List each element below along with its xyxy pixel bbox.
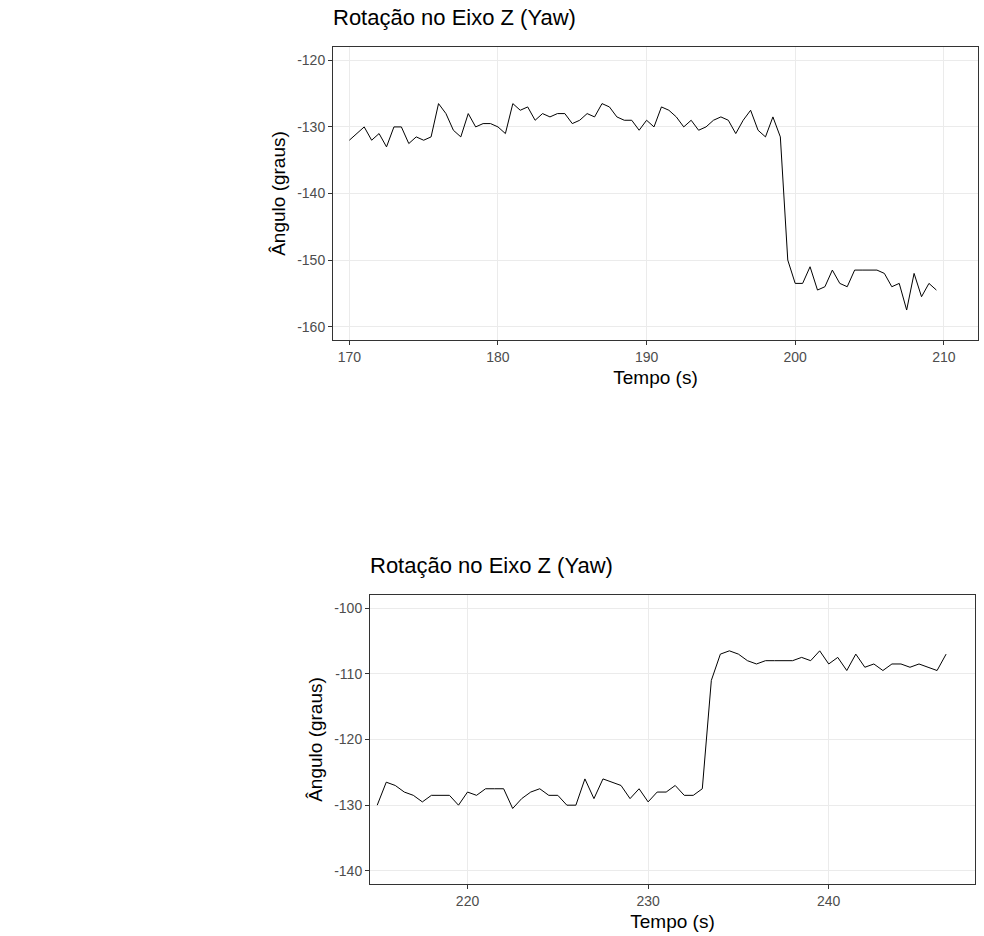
svg-text:Tempo (s): Tempo (s) xyxy=(613,367,697,388)
svg-text:-130: -130 xyxy=(297,119,325,135)
svg-text:Rotação no Eixo Z (Yaw): Rotação no Eixo Z (Yaw) xyxy=(370,553,613,578)
svg-text:-120: -120 xyxy=(297,52,325,68)
svg-text:Ângulo (graus): Ângulo (graus) xyxy=(268,131,289,256)
svg-text:-160: -160 xyxy=(297,319,325,335)
svg-text:-150: -150 xyxy=(297,252,325,268)
svg-text:Rotação no Eixo Z (Yaw): Rotação no Eixo Z (Yaw) xyxy=(333,5,576,30)
svg-text:-140: -140 xyxy=(297,185,325,201)
svg-text:Tempo (s): Tempo (s) xyxy=(630,911,714,932)
svg-text:Ângulo (graus): Ângulo (graus) xyxy=(305,677,326,802)
svg-text:230: 230 xyxy=(636,893,660,909)
svg-text:240: 240 xyxy=(817,893,841,909)
svg-text:210: 210 xyxy=(932,349,956,365)
svg-text:-110: -110 xyxy=(335,666,362,682)
svg-text:220: 220 xyxy=(456,893,480,909)
svg-text:200: 200 xyxy=(784,349,808,365)
svg-text:-130: -130 xyxy=(334,797,362,813)
svg-text:-140: -140 xyxy=(334,863,362,879)
svg-text:-120: -120 xyxy=(334,731,362,747)
svg-text:180: 180 xyxy=(486,349,510,365)
svg-text:170: 170 xyxy=(338,349,362,365)
svg-text:190: 190 xyxy=(635,349,659,365)
svg-text:-100: -100 xyxy=(334,600,362,616)
